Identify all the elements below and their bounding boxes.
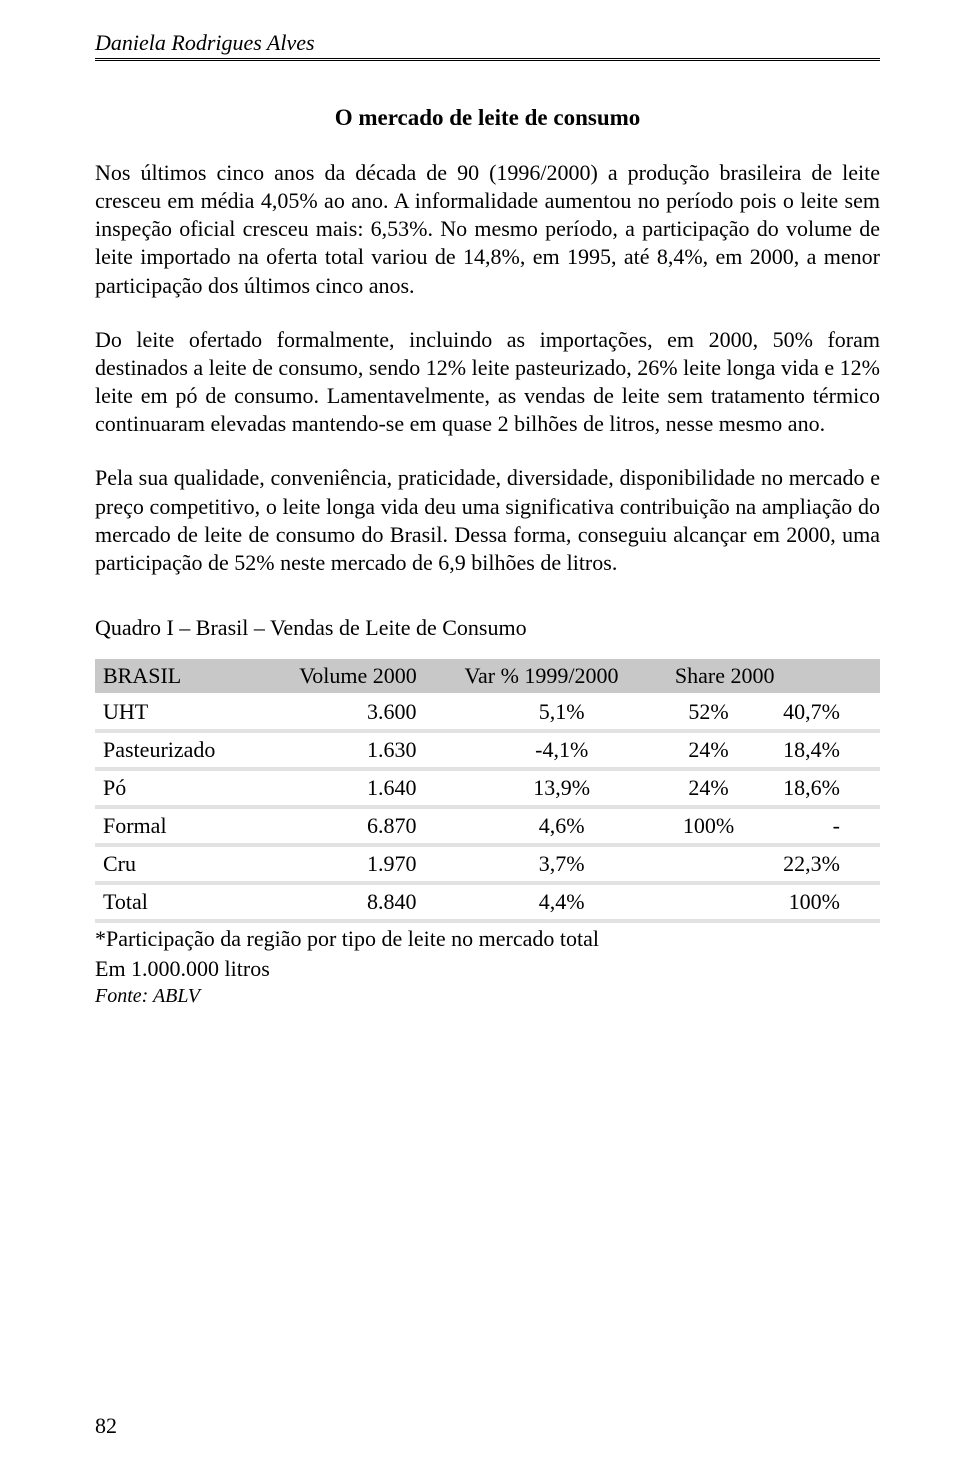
table-cell: 1.970 [291,845,456,883]
table-cell: 13,9% [457,769,667,807]
table-cell: 22,3% [750,845,880,883]
table-cell: 24% [667,731,750,769]
table-cell: 1.630 [291,731,456,769]
table-footnote: *Participação da região por tipo de leit… [95,925,880,953]
running-head: Daniela Rodrigues Alves [95,30,880,56]
table-cell: 40,7% [750,694,880,731]
table-cell: 4,6% [457,807,667,845]
paragraph-3: Pela sua qualidade, conveniência, pratic… [95,464,880,577]
article-title: O mercado de leite de consumo [95,105,880,131]
table-cell [667,883,750,921]
table-header-row: BRASIL Volume 2000 Var % 1999/2000 Share… [95,659,880,694]
table-cell: 8.840 [291,883,456,921]
table-row: Cru 1.970 3,7% 22,3% [95,845,880,883]
page-number: 82 [95,1413,117,1439]
table-cell: Cru [95,845,291,883]
table-header-cell: Var % 1999/2000 [457,659,667,694]
table-row: UHT 3.600 5,1% 52% 40,7% [95,694,880,731]
table-header-cell: Volume 2000 [291,659,456,694]
data-table: BRASIL Volume 2000 Var % 1999/2000 Share… [95,659,880,923]
table-cell: 5,1% [457,694,667,731]
table-header-cell: Share 2000 [667,659,880,694]
table-row: Total 8.840 4,4% 100% [95,883,880,921]
table-cell: Formal [95,807,291,845]
document-page: Daniela Rodrigues Alves O mercado de lei… [0,0,960,1467]
table-cell: 52% [667,694,750,731]
table-row: Formal 6.870 4,6% 100% - [95,807,880,845]
table-cell: 3,7% [457,845,667,883]
paragraph-1: Nos últimos cinco anos da década de 90 (… [95,159,880,300]
table-row: Pó 1.640 13,9% 24% 18,6% [95,769,880,807]
paragraph-2: Do leite ofertado formalmente, incluindo… [95,326,880,439]
table-cell: UHT [95,694,291,731]
table-source: Fonte: ABLV [95,984,880,1009]
table-cell: 100% [750,883,880,921]
table-cell: 24% [667,769,750,807]
table-cell: 18,6% [750,769,880,807]
table-cell: 4,4% [457,883,667,921]
header-rule [95,58,880,65]
table-cell: Total [95,883,291,921]
table-cell: Pasteurizado [95,731,291,769]
table-cell: Pó [95,769,291,807]
table-cell: -4,1% [457,731,667,769]
table-cell [667,845,750,883]
table-title: Quadro I – Brasil – Vendas de Leite de C… [95,615,880,641]
table-cell: 6.870 [291,807,456,845]
table-row: Pasteurizado 1.630 -4,1% 24% 18,4% [95,731,880,769]
table-cell: 100% [667,807,750,845]
table-cell: - [750,807,880,845]
table-cell: 3.600 [291,694,456,731]
table-cell: 1.640 [291,769,456,807]
table-cell: 18,4% [750,731,880,769]
table-footnote-units: Em 1.000.000 litros [95,955,880,983]
table-header-cell: BRASIL [95,659,291,694]
